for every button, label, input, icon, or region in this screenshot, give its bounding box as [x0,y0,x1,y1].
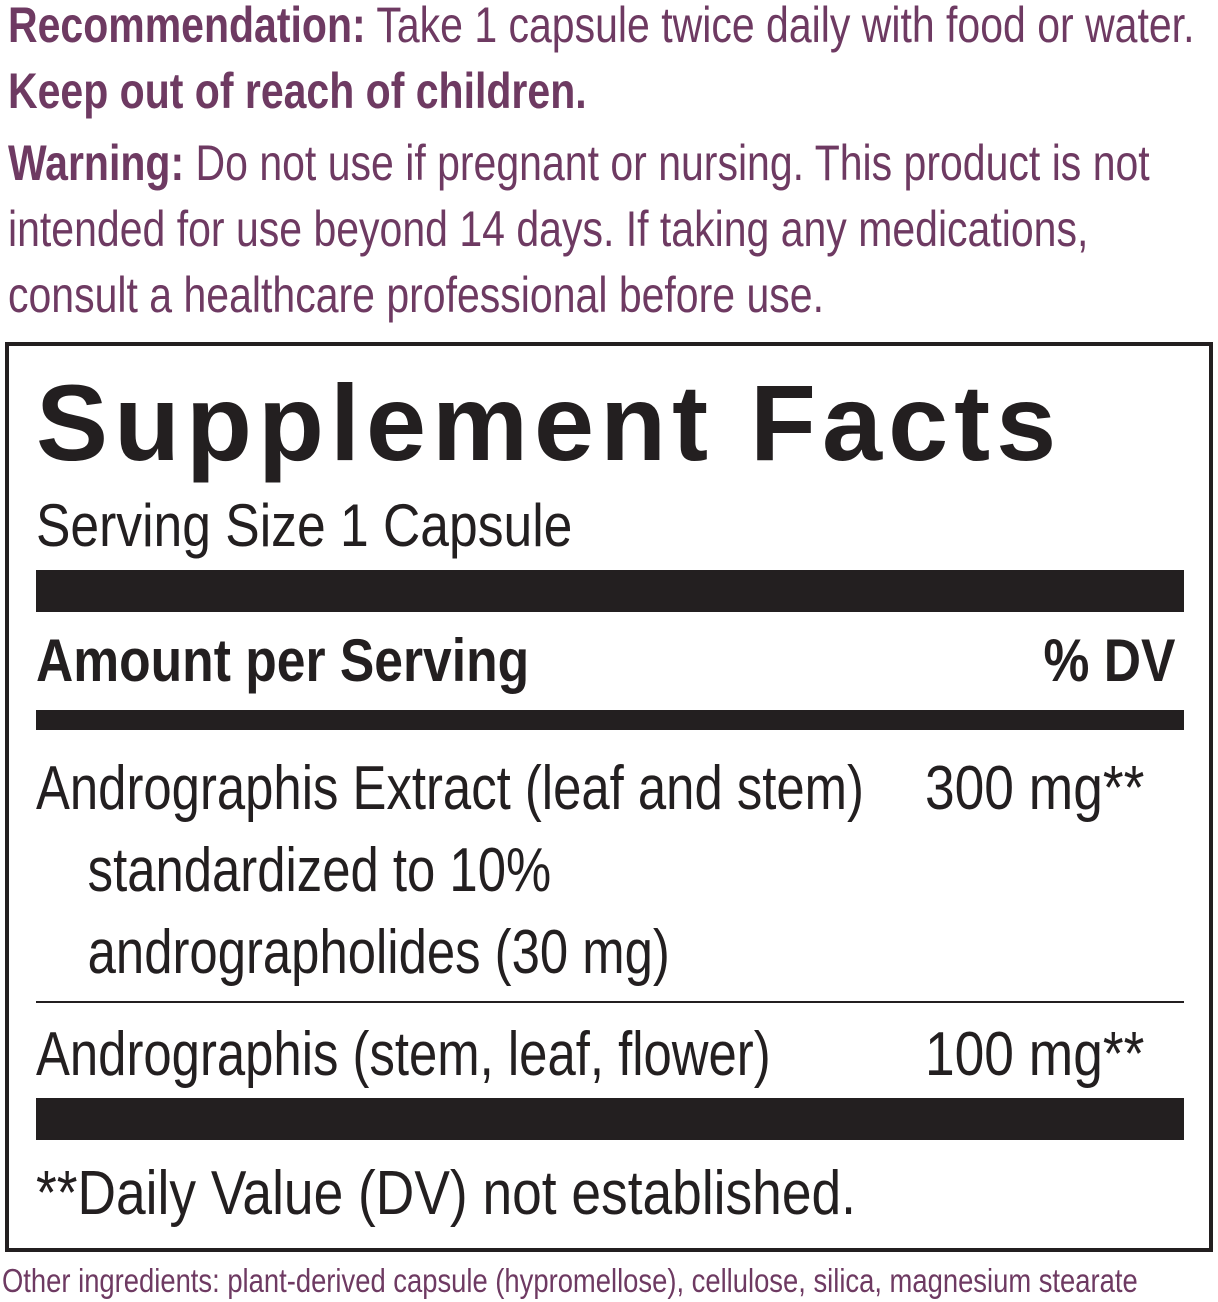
recommendation-label: Recommendation: [8,0,366,53]
divider-bar [36,710,1184,730]
divider-bar [36,1098,1184,1140]
footnote: **Daily Value (DV) not established. [36,1159,856,1228]
other-ingredients: Other ingredients: plant-derived capsule… [2,1262,1138,1299]
divider-bar [36,570,1184,612]
warning: Warning: Do not use if pregnant or nursi… [8,130,1209,328]
warning-label: Warning: [8,135,185,191]
row-divider [36,1001,1184,1003]
ingredient-name: Andrographis Extract (leaf and stem) sta… [36,754,864,987]
recommendation-text: Take 1 capsule twice daily with food or … [376,0,1195,53]
facts-title: Supplement Facts [36,362,1063,483]
serving-size: Serving Size 1 Capsule [36,492,573,559]
recommendation-emphasis: Keep out of reach of children. [8,63,587,119]
recommendation: Recommendation: Take 1 capsule twice dai… [8,0,1209,124]
directions: Recommendation: Take 1 capsule twice dai… [8,0,1209,334]
ingredient-name: Andrographis (stem, leaf, flower) [36,1020,771,1089]
dv-header: % DV [1043,627,1175,694]
warning-text: Do not use if pregnant or nursing. This … [8,135,1150,323]
ingredient-amount: 300 mg** [925,754,1145,823]
supplement-facts-panel: Supplement Facts Serving Size 1 Capsule … [5,342,1213,1252]
ingredient-amount: 100 mg** [925,1020,1145,1089]
amount-header: Amount per Serving [36,627,530,694]
